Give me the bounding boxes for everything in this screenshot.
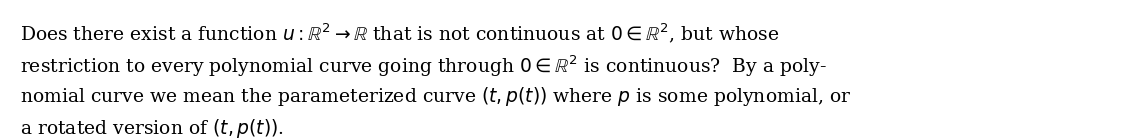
Text: restriction to every polynomial curve going through $0 \in \mathbb{R}^2$ is cont: restriction to every polynomial curve go… bbox=[20, 53, 827, 79]
Text: nomial curve we mean the parameterized curve $(t, p(t))$ where $p$ is some polyn: nomial curve we mean the parameterized c… bbox=[20, 85, 852, 108]
Text: a rotated version of $(t, p(t))$.: a rotated version of $(t, p(t))$. bbox=[20, 117, 285, 140]
Text: Does there exist a function $u : \mathbb{R}^2 \to \mathbb{R}$ that is not contin: Does there exist a function $u : \mathbb… bbox=[20, 21, 780, 45]
